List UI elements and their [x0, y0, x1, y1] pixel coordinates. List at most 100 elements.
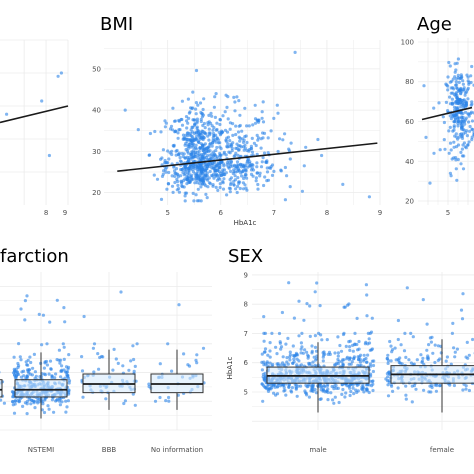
sex-0-point — [336, 357, 340, 362]
bmi-point — [199, 119, 203, 124]
sex-1-point — [438, 384, 442, 388]
infarction-x-tick: NSTEMI — [28, 446, 54, 454]
bmi-point — [218, 122, 222, 127]
bmi-point — [163, 125, 167, 129]
age-point — [432, 151, 436, 155]
bmi-point — [153, 129, 157, 134]
sex-0-point — [326, 382, 330, 387]
bmi-point — [235, 95, 239, 99]
sex-1-point — [396, 386, 400, 390]
infarction-0-point — [60, 369, 64, 373]
bmi-point — [225, 130, 230, 134]
sex-0-point — [365, 314, 369, 318]
sex-0-point — [368, 362, 372, 366]
bmi-point — [194, 193, 198, 197]
sex-1-point — [434, 389, 438, 393]
infarction-0-point — [49, 367, 53, 371]
sex-0-point — [263, 350, 267, 354]
age-point — [459, 150, 463, 154]
sex-1-point — [386, 361, 390, 365]
sex-0-point — [341, 358, 345, 362]
age-point — [454, 132, 458, 136]
bmi-point — [259, 165, 264, 169]
infarction-0-point — [50, 374, 54, 378]
infarction-1-point — [131, 392, 135, 396]
bmi-point — [176, 179, 180, 184]
age-point — [461, 82, 465, 86]
bmi-point — [208, 164, 212, 168]
sex-0-point — [339, 349, 344, 353]
infarction-0-point — [60, 400, 64, 404]
bmi-point — [188, 179, 192, 183]
age-point — [447, 151, 451, 155]
bmi-point — [198, 137, 202, 141]
bmi-point — [300, 189, 304, 193]
bmi-point — [228, 190, 232, 194]
sex-1-point — [403, 331, 407, 335]
sex-1-point — [459, 308, 464, 312]
infarction-1-point — [91, 346, 95, 350]
sex-1-point — [396, 337, 400, 342]
sex-0-point — [299, 384, 303, 388]
bmi-point — [160, 174, 165, 178]
infarction-1-point — [129, 359, 133, 363]
bmi-point — [174, 167, 179, 171]
bmi-point — [256, 138, 260, 142]
bmi-point — [234, 124, 238, 128]
bmi-point — [191, 90, 195, 94]
sex-0-point — [261, 375, 265, 379]
age-point — [432, 106, 436, 110]
bmi-point — [260, 160, 264, 164]
bmi-point — [207, 127, 211, 131]
sex-0-point — [297, 359, 301, 363]
infarction-2-point — [170, 369, 174, 373]
bmi-point — [217, 166, 221, 170]
sex-1-point — [429, 390, 433, 394]
infarction-2-point — [195, 361, 199, 365]
age-point — [467, 114, 471, 118]
infarction-0-point — [55, 358, 59, 362]
bmi-point — [208, 153, 212, 157]
bmi-point — [242, 176, 246, 181]
infarction-0-point — [53, 376, 57, 380]
sex-0-point — [284, 393, 288, 397]
bmi-point — [231, 133, 235, 137]
sex-0-point — [326, 387, 330, 391]
infarction-0-point — [40, 343, 44, 347]
age-point — [456, 121, 460, 125]
bmi-point — [199, 117, 203, 121]
bmi-point — [175, 188, 179, 192]
sex-1-point — [464, 387, 468, 391]
bmi-point — [234, 132, 238, 137]
infarction-1-point — [135, 342, 139, 346]
sex-0-point — [295, 363, 299, 367]
age-point — [470, 137, 474, 142]
sex-0-point — [332, 401, 336, 405]
bmi-point — [276, 149, 280, 154]
bmi-point — [190, 177, 194, 181]
age-point — [438, 148, 442, 152]
left-point — [5, 112, 9, 116]
bmi-point — [265, 166, 269, 170]
bmi-point — [248, 161, 252, 165]
age-point — [465, 134, 469, 138]
bmi-point — [191, 130, 195, 134]
age-point — [422, 84, 426, 88]
sex-1-point — [461, 388, 465, 392]
age-point — [452, 140, 456, 144]
sex-0-point — [348, 356, 352, 360]
sex-0-point — [351, 386, 355, 390]
bmi-point — [223, 110, 227, 114]
infarction-0-point — [29, 360, 33, 365]
bmi-point — [180, 184, 184, 188]
bmi-point — [219, 153, 223, 157]
bmi-point — [186, 121, 190, 125]
bmi-point — [178, 159, 182, 163]
age-point — [450, 157, 454, 161]
sex-1-point — [422, 388, 426, 392]
sex-0-point — [271, 362, 275, 367]
bmi-point — [190, 137, 194, 141]
age-point — [452, 105, 457, 109]
bmi-point — [155, 177, 160, 181]
age-point — [455, 61, 459, 65]
